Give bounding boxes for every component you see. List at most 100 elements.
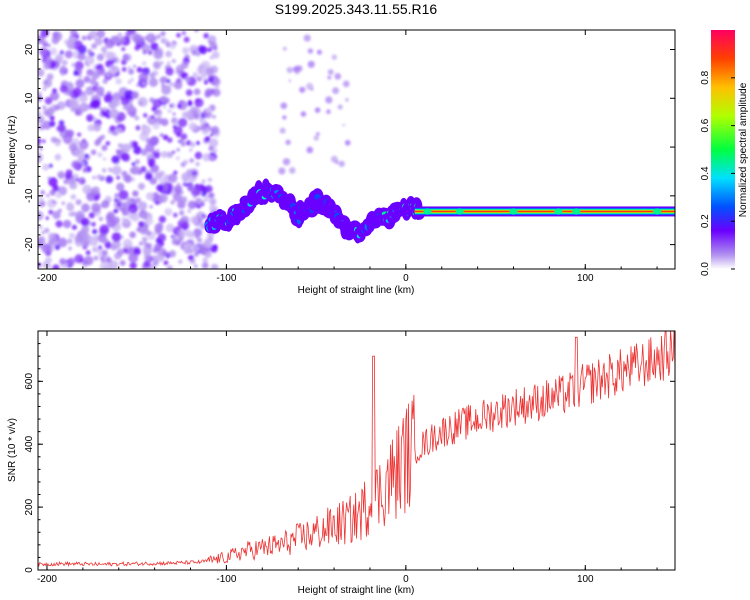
noise-blob xyxy=(84,153,89,159)
noise-blob xyxy=(189,106,199,115)
noise-blob xyxy=(313,135,319,141)
noise-blob xyxy=(152,259,159,266)
noise-blob xyxy=(129,208,134,213)
noise-blob xyxy=(181,221,190,230)
noise-blob xyxy=(38,138,42,144)
noise-blob xyxy=(101,249,108,256)
colorbar-tick-label: 0.2 xyxy=(700,214,711,228)
noise-blob xyxy=(74,147,85,158)
noise-blob xyxy=(202,153,211,162)
colorbar: 0.0 0.2 0.4 0.6 0.8 Normalized spectral ampl… xyxy=(700,30,749,276)
noise-blob xyxy=(85,250,91,256)
noise-blob xyxy=(59,84,68,93)
noise-blob xyxy=(166,151,174,158)
noise-blob xyxy=(193,195,197,199)
noise-blob xyxy=(181,30,187,36)
noise-blob xyxy=(189,148,193,152)
noise-blob xyxy=(90,149,97,155)
noise-blob xyxy=(137,182,146,190)
noise-blob xyxy=(141,43,151,53)
y-tick-label: 20 xyxy=(24,44,35,56)
noise-blob xyxy=(71,224,77,230)
noise-blob xyxy=(103,157,107,161)
noise-blob xyxy=(60,72,65,76)
noise-blob xyxy=(195,211,206,222)
noise-blob xyxy=(68,246,72,251)
noise-blob xyxy=(70,194,77,200)
noise-blob xyxy=(208,75,212,79)
noise-blob xyxy=(57,237,68,248)
noise-blob xyxy=(46,193,50,198)
noise-blob xyxy=(96,174,102,180)
noise-blob xyxy=(38,152,44,163)
noise-blob xyxy=(44,227,50,234)
noise-blob xyxy=(171,238,178,245)
noise-blob xyxy=(54,244,61,250)
noise-blob xyxy=(139,241,143,246)
spectrogram-marks xyxy=(38,30,675,269)
noise-blob xyxy=(58,208,62,213)
noise-blob xyxy=(131,141,138,148)
noise-blob xyxy=(123,248,129,253)
noise-blob xyxy=(81,225,90,234)
noise-blob xyxy=(145,172,153,181)
noise-blob xyxy=(49,91,60,101)
noise-blob xyxy=(285,139,291,146)
noise-blob xyxy=(209,133,214,137)
noise-blob xyxy=(111,130,117,136)
noise-blob xyxy=(38,111,42,117)
y-tick-label: 400 xyxy=(24,435,35,452)
noise-blob xyxy=(172,112,176,116)
noise-blob xyxy=(38,262,42,268)
noise-blob xyxy=(149,72,156,79)
noise-blob xyxy=(52,210,61,220)
noise-blob xyxy=(153,49,164,60)
spectrogram-xlabel: Height of straight line (km) xyxy=(298,285,415,296)
noise-blob xyxy=(57,138,62,143)
noise-blob xyxy=(169,43,176,50)
noise-blob xyxy=(316,132,320,136)
noise-blob xyxy=(83,75,91,83)
noise-blob xyxy=(91,43,98,49)
noise-blob xyxy=(52,184,60,192)
noise-blob xyxy=(196,76,202,82)
colorbar-tick-label: 0.0 xyxy=(700,262,711,276)
noise-blob xyxy=(147,158,156,166)
noise-blob xyxy=(167,108,172,114)
noise-blob xyxy=(173,125,183,136)
colorbar-tick-label: 0.4 xyxy=(700,166,711,180)
noise-blob xyxy=(80,217,90,227)
noise-blob xyxy=(202,72,208,77)
noise-blob xyxy=(69,30,78,37)
spectrogram-ylabel: Frequency (Hz) xyxy=(7,116,18,185)
noise-blob xyxy=(327,75,332,80)
noise-blob xyxy=(74,110,81,116)
noise-blob xyxy=(49,115,55,121)
noise-blob xyxy=(145,242,152,249)
noise-blob xyxy=(116,248,125,256)
noise-blob xyxy=(72,40,83,51)
noise-blob xyxy=(39,146,43,151)
snr-frame xyxy=(37,330,676,571)
noise-blob xyxy=(201,179,206,184)
noise-blob xyxy=(185,89,193,97)
noise-blob xyxy=(156,253,165,262)
noise-blob xyxy=(193,251,199,257)
noise-blob xyxy=(71,62,76,67)
noise-blob xyxy=(128,252,139,263)
colorbar-tick-label: 0.8 xyxy=(700,70,711,84)
noise-blob xyxy=(164,97,171,104)
noise-blob xyxy=(105,141,111,146)
noise-blob xyxy=(105,214,113,222)
band-bulge xyxy=(653,208,662,215)
noise-blob xyxy=(111,155,120,164)
noise-blob xyxy=(165,67,174,76)
noise-blob xyxy=(67,89,75,97)
noise-blob xyxy=(55,192,62,199)
noise-blob xyxy=(49,237,59,247)
noise-blob xyxy=(102,106,108,112)
noise-blob xyxy=(196,237,203,243)
noise-blob xyxy=(177,103,182,109)
noise-blob xyxy=(145,138,152,144)
noise-blob xyxy=(86,48,93,55)
